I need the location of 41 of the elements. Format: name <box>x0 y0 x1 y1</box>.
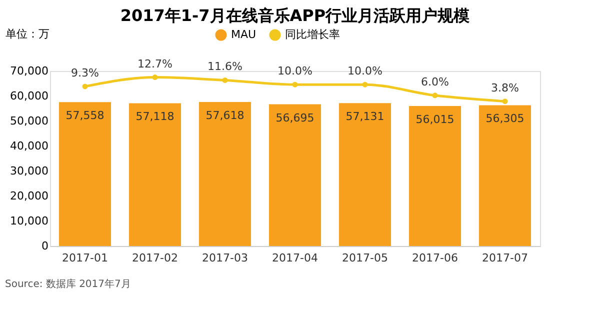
data-label: 10.0% <box>348 64 382 78</box>
data-label: 6.0% <box>421 75 449 88</box>
x-tick-label: 2017-04 <box>272 252 318 264</box>
data-label: 56,695 <box>276 111 314 124</box>
x-tick-label: 2017-03 <box>202 252 248 264</box>
source-note: Source: 数据库 2017年7月 <box>5 278 131 290</box>
y-tick-label: 70,000 <box>10 64 48 78</box>
point <box>292 82 298 88</box>
y-tick-label: 50,000 <box>10 114 48 128</box>
data-label: 12.7% <box>138 57 172 70</box>
y-tick-label: 20,000 <box>10 190 48 202</box>
data-label: 9.3% <box>71 66 99 80</box>
y-tick-label: 40,000 <box>10 140 48 152</box>
x-tick-label: 2017-01 <box>62 252 108 264</box>
chart-title: 2017年1-7月在线音乐APP行业月活跃用户规模 <box>120 6 470 25</box>
legend-label: 同比增长率 <box>285 28 340 41</box>
point <box>432 92 438 98</box>
data-label: 3.8% <box>491 81 519 94</box>
x-tick-label: 2017-06 <box>412 252 458 264</box>
data-label: 57,558 <box>66 109 104 122</box>
point <box>362 82 368 88</box>
x-tick-label: 2017-02 <box>132 252 178 264</box>
y-tick-label: 60,000 <box>10 90 48 102</box>
data-label: 57,118 <box>136 110 174 124</box>
point <box>222 78 228 83</box>
point <box>152 74 158 80</box>
data-label: 56,015 <box>416 112 454 126</box>
data-label: 10.0% <box>278 64 312 78</box>
x-tick-label: 2017-05 <box>342 252 388 264</box>
y-tick-label: 0 <box>42 240 48 252</box>
y-axis-title: 单位：万 <box>6 28 50 40</box>
data-label: 57,618 <box>206 108 244 122</box>
data-label: 57,131 <box>346 110 384 124</box>
y-tick-label: 30,000 <box>10 164 48 178</box>
data-label: 11.6% <box>208 60 242 74</box>
data-label: 56,305 <box>486 112 524 126</box>
point <box>502 98 508 104</box>
y-tick-label: 10,000 <box>10 214 48 228</box>
legend-label: MAU <box>231 28 256 41</box>
point <box>82 84 88 90</box>
x-tick-label: 2017-07 <box>482 252 528 264</box>
